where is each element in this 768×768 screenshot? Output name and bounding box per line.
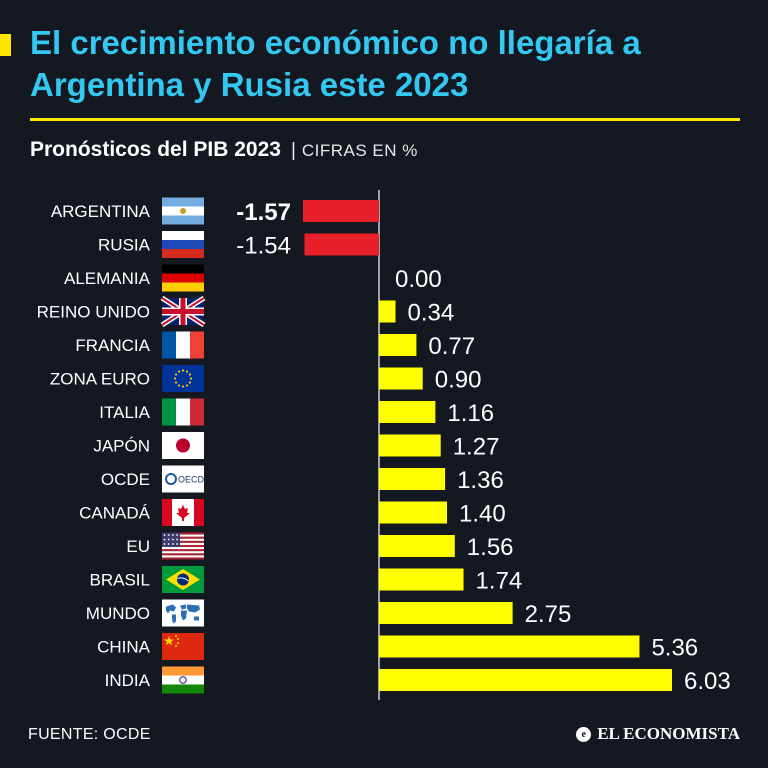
value-label-mundo: 2.75 (525, 601, 572, 628)
value-label-canadá: 1.40 (459, 501, 506, 528)
category-label-ocde: OCDE (101, 470, 150, 489)
france-flag (162, 331, 204, 359)
category-label-italia: ITALIA (99, 403, 150, 422)
category-label-francia: FRANCIA (75, 336, 150, 355)
brazil-flag (162, 566, 204, 593)
bar-brasil (379, 568, 464, 591)
source-note: FUENTE: OCDE (28, 726, 151, 743)
category-label-rusia: RUSIA (98, 236, 151, 255)
value-label-alemania: 0.00 (395, 266, 442, 293)
bar-canadá (379, 501, 448, 524)
germany-flag (162, 264, 204, 292)
bar-japón (379, 434, 441, 457)
bar-francia (379, 334, 417, 356)
unit-label: CIFRAS EN % (301, 141, 418, 160)
bar-italia (379, 401, 436, 423)
subtitle-separator: | (290, 140, 296, 161)
brand-name: EL ECONOMISTA (597, 724, 740, 743)
value-label-china: 5.36 (651, 635, 698, 662)
value-label-francia: 0.77 (428, 333, 475, 360)
bar-mundo (379, 602, 513, 624)
category-label-zona-euro: ZONA EURO (50, 370, 150, 389)
bar-zona-euro (379, 367, 423, 390)
bar-ocde (379, 468, 446, 490)
bar-rusia (304, 233, 379, 256)
category-label-reino-unido: REINO UNIDO (37, 303, 150, 322)
bar-eu (379, 535, 455, 557)
category-label-eu: EU (126, 537, 150, 556)
canada-flag (162, 499, 204, 526)
japan-flag (162, 432, 204, 459)
chart-subtitle: Pronósticos del PIB 2023 | CIFRAS EN % (30, 138, 418, 162)
uk-flag (160, 295, 206, 328)
bar-argentina (303, 200, 379, 222)
category-label-india: INDIA (105, 671, 151, 690)
category-label-japón: JAPÓN (93, 437, 150, 456)
argentina-flag (162, 197, 204, 225)
value-label-zona-euro: 0.90 (435, 367, 482, 394)
bar-china (379, 635, 640, 658)
value-label-japón: 1.27 (453, 434, 500, 461)
brand-logo: e EL ECONOMISTA (576, 724, 740, 744)
value-label-rusia: -1.54 (236, 233, 291, 260)
category-label-brasil: BRASIL (90, 571, 150, 590)
value-label-india: 6.03 (684, 668, 731, 695)
value-label-ocde: 1.36 (457, 467, 504, 494)
usa-flag (162, 532, 204, 560)
category-label-argentina: ARGENTINA (51, 202, 151, 221)
value-label-argentina: -1.57 (236, 199, 291, 226)
value-label-reino-unido: 0.34 (408, 300, 455, 327)
category-label-canadá: CANADÁ (79, 504, 151, 523)
value-label-brasil: 1.74 (476, 568, 523, 595)
italy-flag (162, 398, 204, 426)
value-label-eu: 1.56 (467, 534, 514, 561)
page-title: El crecimiento económico no llegaría a A… (30, 24, 641, 103)
eu-flag (162, 365, 204, 392)
chart-title: Pronósticos del PIB 2023 (30, 138, 281, 161)
bar-reino-unido (379, 300, 396, 323)
oecd-logo: OECD (162, 465, 205, 493)
world-map-icon (162, 599, 204, 627)
india-flag (162, 666, 204, 694)
bar-india (379, 669, 672, 691)
china-flag (162, 633, 204, 660)
russia-flag (162, 231, 204, 258)
category-label-china: CHINA (97, 638, 151, 657)
title-divider (30, 118, 740, 121)
oecd-logo-text: OECD (178, 475, 205, 485)
title-marker (0, 34, 11, 56)
category-label-mundo: MUNDO (86, 604, 150, 623)
category-label-alemania: ALEMANIA (64, 269, 151, 288)
value-label-italia: 1.16 (447, 400, 494, 427)
brand-icon: e (576, 726, 592, 742)
